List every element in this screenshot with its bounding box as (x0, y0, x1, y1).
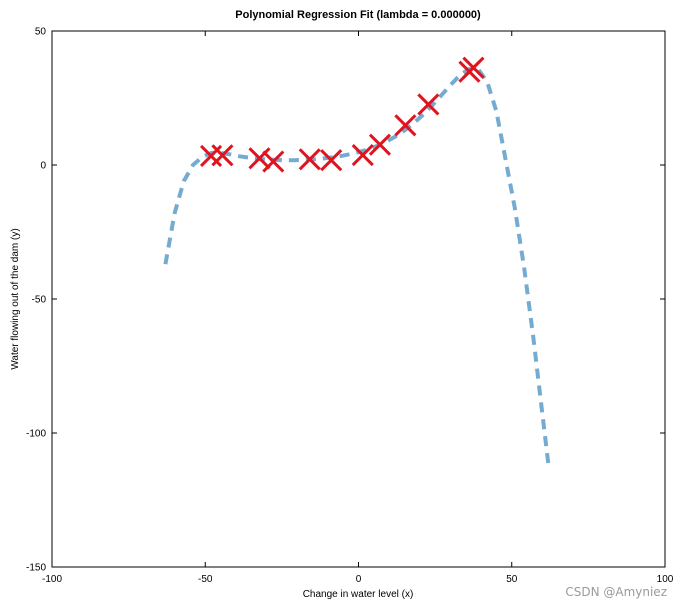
data-point-marker (262, 150, 285, 173)
x-tick-label: 100 (657, 574, 674, 585)
data-point-marker (211, 144, 234, 167)
x-tick-label: 50 (506, 574, 518, 585)
y-tick-label: -50 (32, 295, 47, 306)
x-tick-label: 0 (356, 574, 362, 585)
x-axis-label: Change in water level (x) (303, 589, 414, 600)
x-tick-label: -100 (42, 574, 62, 585)
data-point-marker (298, 148, 321, 171)
watermark-text: CSDN @Amyniez (565, 585, 667, 599)
y-tick-label: -100 (26, 429, 46, 440)
data-point-marker (417, 93, 440, 116)
chart-title: Polynomial Regression Fit (lambda = 0.00… (235, 9, 481, 21)
y-tick-label: -150 (26, 563, 46, 574)
y-tick-label: 50 (35, 27, 47, 38)
data-point-marker (351, 144, 374, 167)
y-axis-label: Water flowing out of the dam (y) (10, 228, 21, 369)
data-point-marker (394, 114, 417, 137)
data-point-marker (248, 147, 271, 170)
data-point-marker (462, 56, 485, 79)
y-tick-label: 0 (40, 161, 46, 172)
data-point-marker (320, 149, 343, 172)
data-point-marker (368, 133, 392, 156)
x-tick-label: -50 (198, 574, 213, 585)
